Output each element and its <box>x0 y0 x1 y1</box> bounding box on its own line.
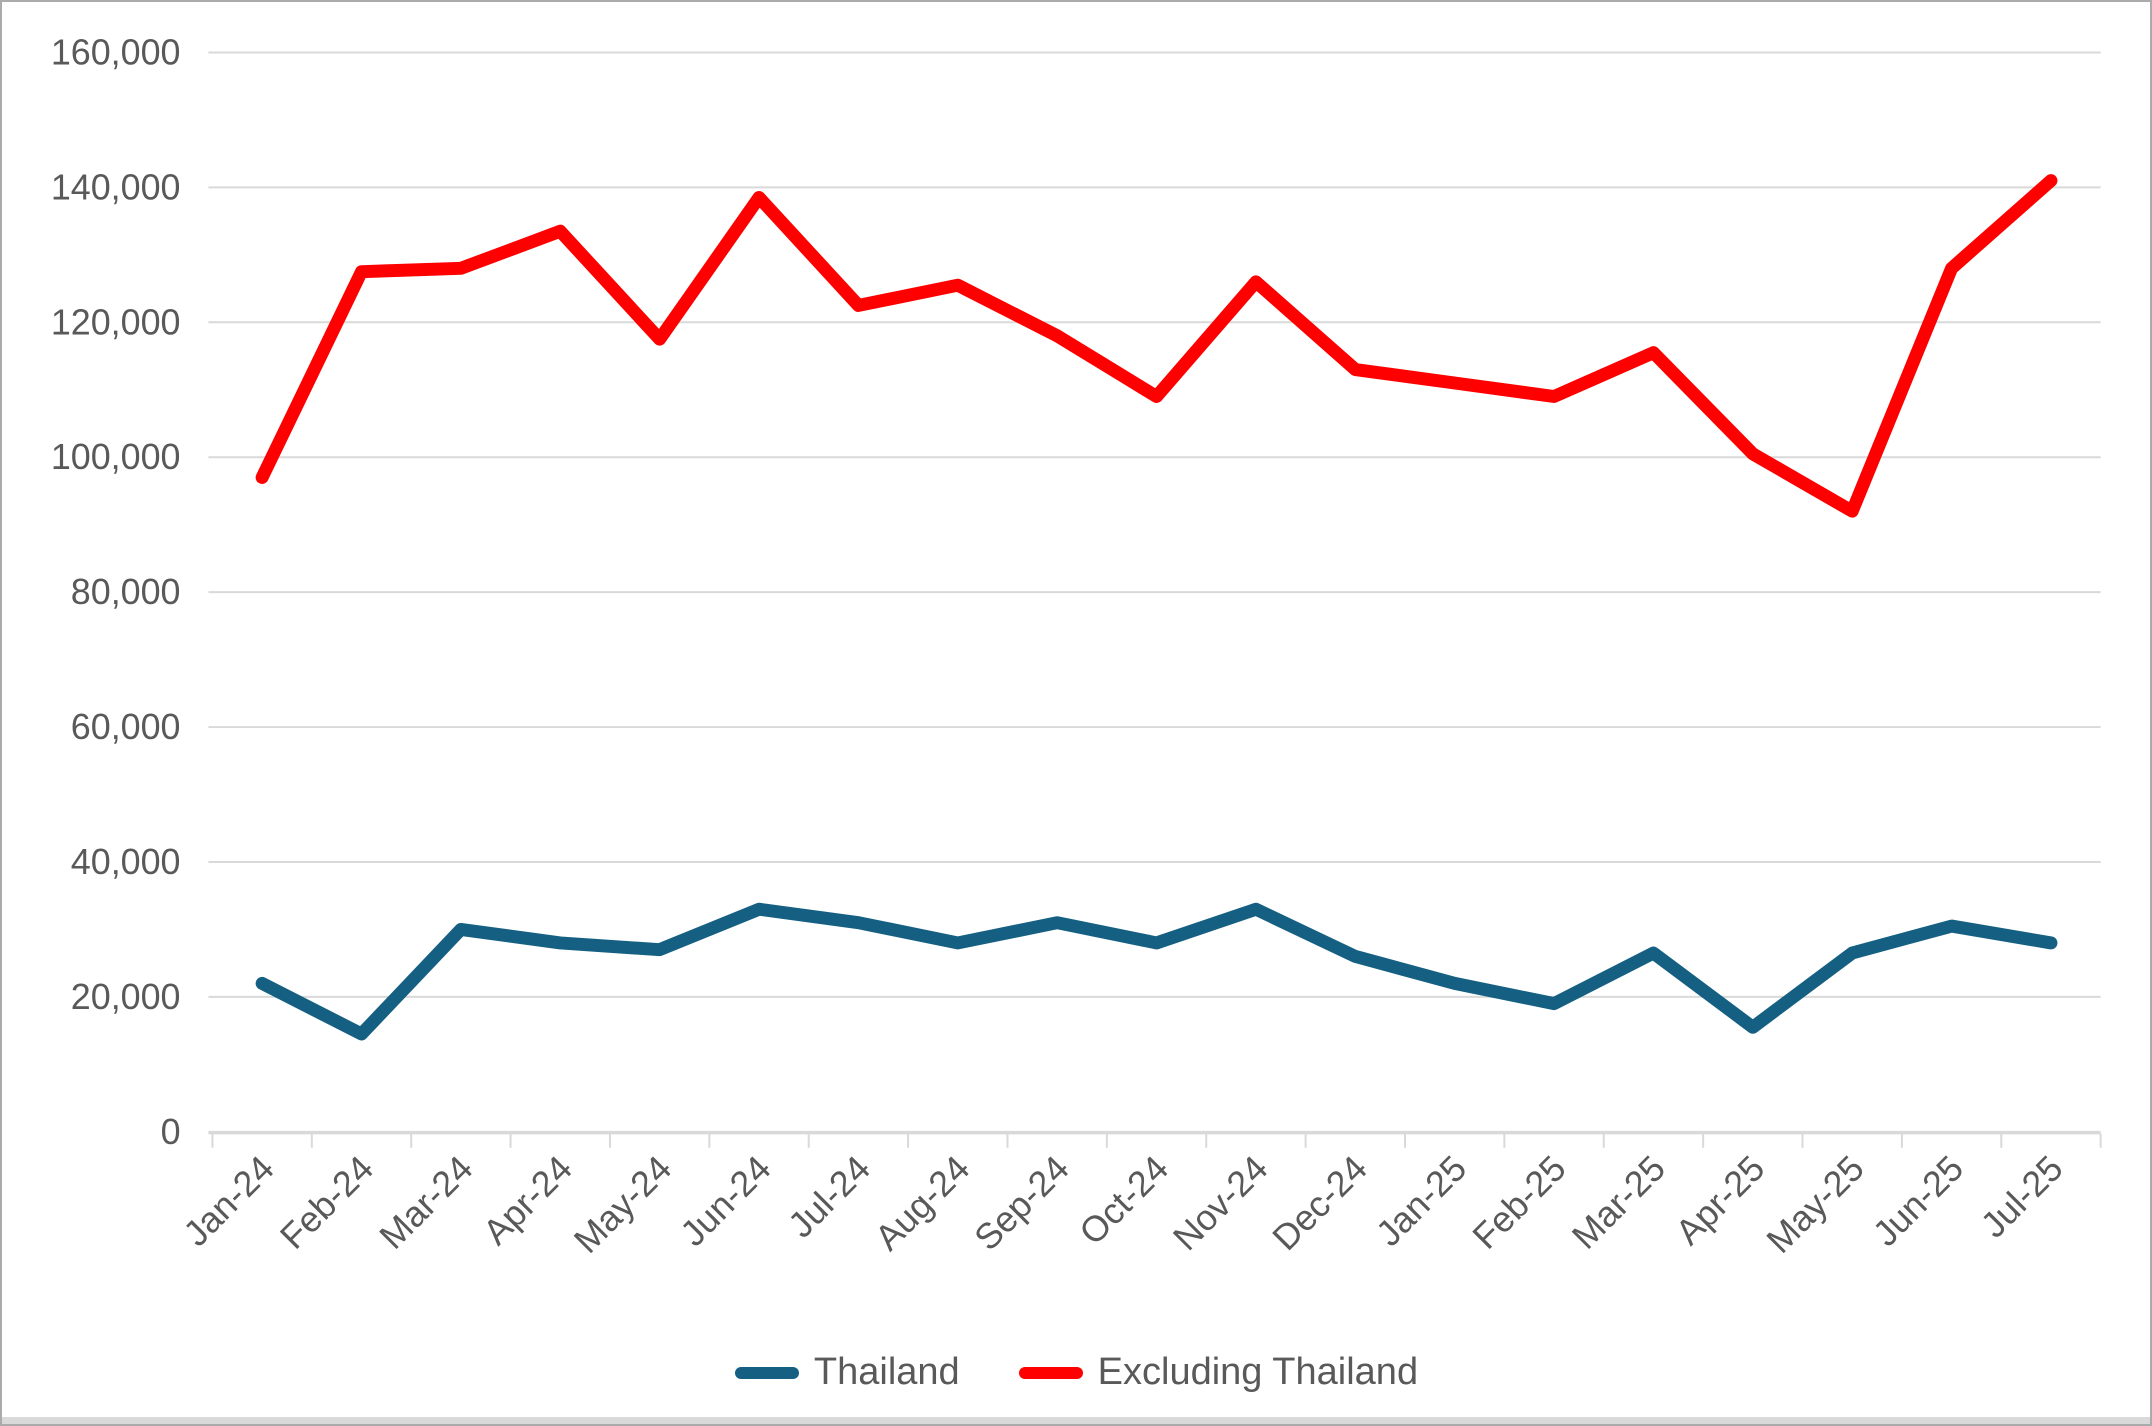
x-axis-category-label: Jul-25 <box>1973 1148 2070 1245</box>
x-axis-category-label: Jul-24 <box>781 1148 878 1245</box>
y-axis-tick-label: 20,000 <box>71 977 181 1017</box>
bottom-border-strip <box>2 1417 2150 1424</box>
x-axis-category-label: Jun-24 <box>673 1148 779 1254</box>
excluding-thailand-line-swatch <box>1018 1366 1083 1379</box>
x-axis-category-label: Dec-24 <box>1265 1148 1375 1258</box>
x-axis-category-label: Nov-24 <box>1165 1148 1275 1258</box>
x-axis-category-label: May-25 <box>1759 1148 1872 1261</box>
y-axis-tick-label: 100,000 <box>51 437 181 477</box>
series-lines <box>255 174 2058 1041</box>
y-axis-tick-label: 160,000 <box>51 32 181 72</box>
x-axis-category-label: Feb-25 <box>1465 1148 1574 1257</box>
y-axis-labels: 0 20,000 40,000 60,000 80,000 100,000 120,000 1… <box>51 32 181 1151</box>
x-axis-category-label: Mar-25 <box>1564 1148 1673 1257</box>
x-axis-category-label: Jun-25 <box>1865 1148 1971 1254</box>
legend-label-excluding-thailand: Excluding Thailand <box>1097 1351 1419 1393</box>
x-axis-category-label: May-24 <box>566 1148 679 1261</box>
gridlines <box>208 51 2101 1133</box>
y-axis-tick-label: 40,000 <box>71 842 181 882</box>
x-axis-category-label: Jan-25 <box>1368 1148 1474 1254</box>
x-axis-category-label: Jan-24 <box>176 1148 282 1254</box>
thailand-line-swatch <box>734 1366 799 1379</box>
x-axis-category-label: Sep-24 <box>967 1148 1077 1258</box>
x-axis-category-label: Aug-24 <box>867 1148 977 1258</box>
x-axis <box>208 1131 2102 1148</box>
x-axis-category-label: Oct-24 <box>1072 1148 1176 1252</box>
x-axis-category-label: Apr-24 <box>475 1148 579 1252</box>
series-line-thailand <box>255 902 2058 1041</box>
legend-item-thailand: Thailand <box>734 1351 960 1394</box>
y-axis-tick-label: 80,000 <box>71 572 181 612</box>
legend-item-excluding-thailand: Excluding Thailand <box>1018 1351 1418 1394</box>
y-axis-tick-label: 0 <box>161 1112 181 1152</box>
series-line-excluding-thailand <box>255 174 2058 518</box>
y-axis-tick-label: 140,000 <box>51 167 181 207</box>
x-axis-category-label: Feb-24 <box>272 1148 381 1257</box>
y-axis-tick-label: 60,000 <box>71 707 181 747</box>
x-axis-category-label: Mar-24 <box>372 1148 481 1257</box>
x-axis-category-label: Apr-25 <box>1668 1148 1772 1252</box>
y-axis-tick-label: 120,000 <box>51 302 181 342</box>
legend-label-thailand: Thailand <box>813 1351 960 1393</box>
chart-legend: Thailand Excluding Thailand <box>2 1351 2150 1394</box>
